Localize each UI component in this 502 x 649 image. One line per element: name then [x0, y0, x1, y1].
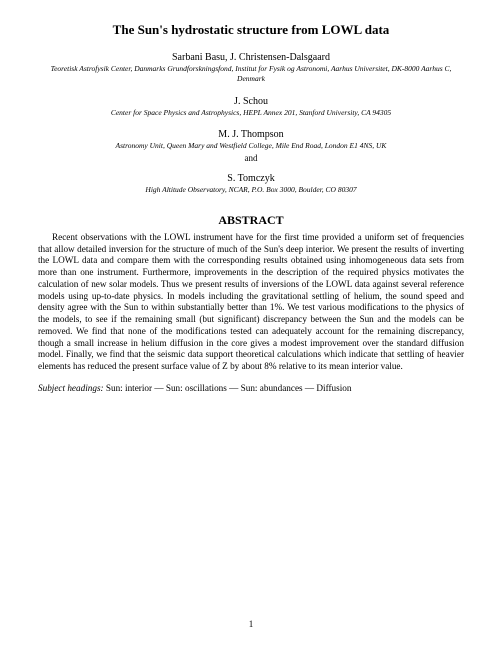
subject-headings: Subject headings: Sun: interior — Sun: o… [38, 383, 464, 393]
author-affiliation: Teoretisk Astrofysik Center, Danmarks Gr… [38, 64, 464, 84]
subject-text: Sun: interior — Sun: oscillations — Sun:… [104, 383, 352, 393]
author-affiliation: High Altitude Observatory, NCAR, P.O. Bo… [38, 185, 464, 195]
author-name: S. Tomczyk [38, 173, 464, 184]
abstract-body: Recent observations with the LOWL instru… [38, 232, 464, 373]
and-separator: and [38, 153, 464, 163]
author-affiliation: Astronomy Unit, Queen Mary and Westfield… [38, 141, 464, 151]
author-block-2: J. Schou Center for Space Physics and As… [38, 96, 464, 118]
author-block-3: M. J. Thompson Astronomy Unit, Queen Mar… [38, 129, 464, 151]
subject-label: Subject headings: [38, 383, 104, 393]
author-name: M. J. Thompson [38, 129, 464, 140]
abstract-heading: ABSTRACT [38, 213, 464, 228]
author-block-1: Sarbani Basu, J. Christensen-Dalsgaard T… [38, 52, 464, 84]
paper-title: The Sun's hydrostatic structure from LOW… [38, 22, 464, 38]
page: The Sun's hydrostatic structure from LOW… [0, 0, 502, 403]
author-block-4: S. Tomczyk High Altitude Observatory, NC… [38, 173, 464, 195]
author-name: Sarbani Basu, J. Christensen-Dalsgaard [38, 52, 464, 63]
page-number: 1 [0, 619, 502, 629]
author-name: J. Schou [38, 96, 464, 107]
author-affiliation: Center for Space Physics and Astrophysic… [38, 108, 464, 118]
